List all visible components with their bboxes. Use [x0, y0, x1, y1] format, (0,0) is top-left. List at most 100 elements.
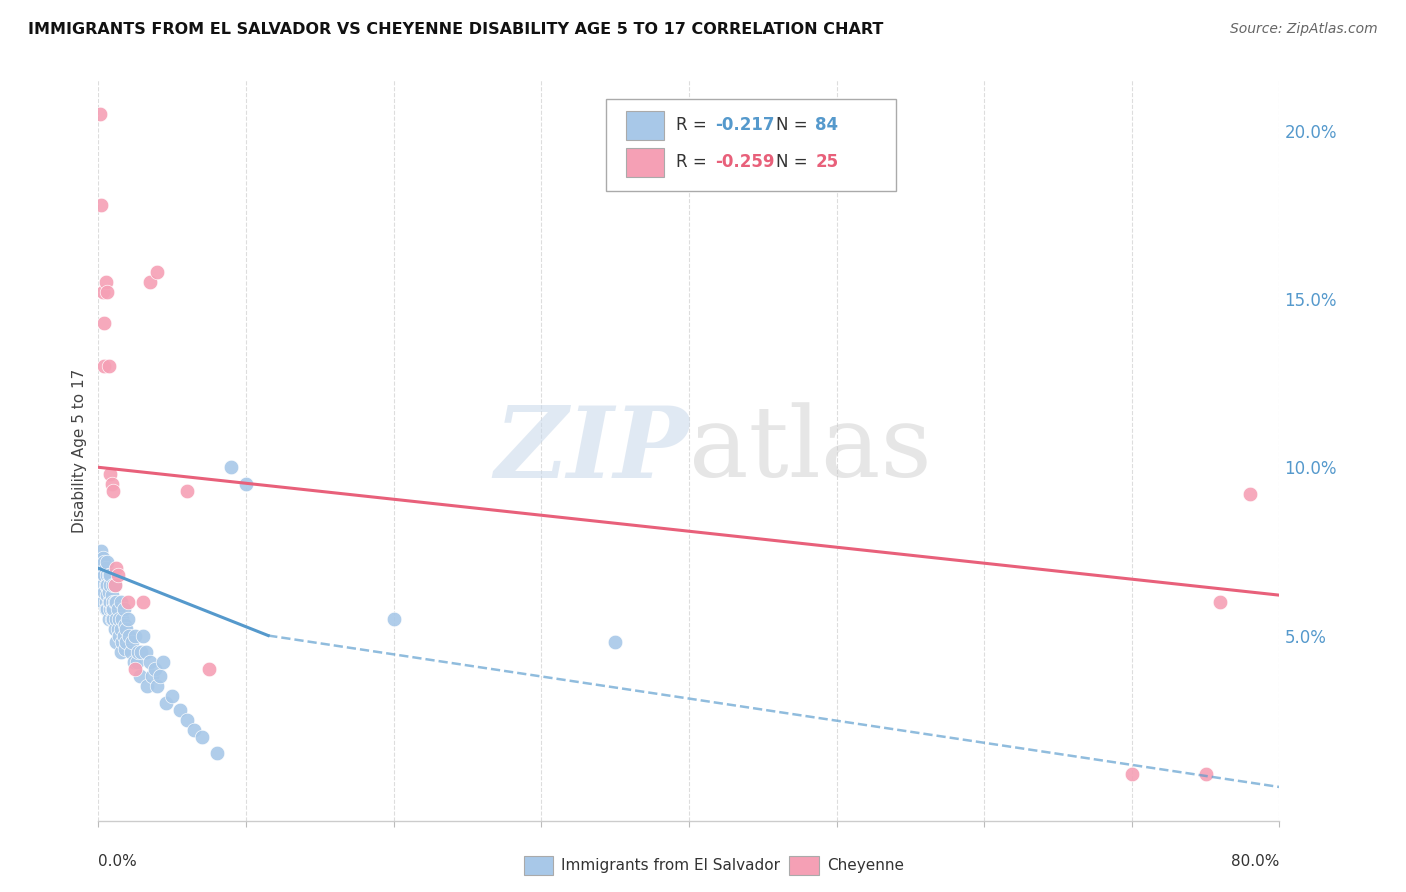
- Point: [112, 601, 135, 615]
- Point: [136, 679, 159, 693]
- Point: [382, 612, 405, 626]
- Text: IMMIGRANTS FROM EL SALVADOR VS CHEYENNE DISABILITY AGE 5 TO 17 CORRELATION CHART: IMMIGRANTS FROM EL SALVADOR VS CHEYENNE …: [28, 22, 883, 37]
- Text: -0.217: -0.217: [714, 117, 775, 135]
- Point: [94, 578, 117, 592]
- Text: R =: R =: [676, 153, 711, 171]
- Point: [103, 612, 125, 626]
- Point: [120, 645, 142, 659]
- Point: [90, 198, 112, 212]
- Point: [1209, 595, 1232, 609]
- Point: [118, 628, 141, 642]
- Point: [143, 662, 166, 676]
- Point: [94, 275, 117, 289]
- Text: ZIP: ZIP: [494, 402, 689, 499]
- Text: N =: N =: [776, 117, 813, 135]
- Point: [110, 622, 132, 636]
- Point: [112, 628, 135, 642]
- Point: [104, 595, 127, 609]
- Point: [198, 662, 221, 676]
- Point: [152, 656, 174, 670]
- FancyBboxPatch shape: [606, 99, 896, 191]
- Point: [162, 689, 183, 703]
- Point: [105, 612, 128, 626]
- Point: [98, 578, 121, 592]
- Point: [93, 554, 115, 569]
- Point: [146, 679, 169, 693]
- Point: [108, 628, 131, 642]
- Point: [105, 635, 128, 649]
- Text: R =: R =: [676, 117, 711, 135]
- Point: [97, 595, 120, 609]
- Point: [89, 107, 111, 121]
- Point: [111, 612, 134, 626]
- Point: [97, 568, 120, 582]
- Point: [1195, 766, 1218, 780]
- Point: [205, 747, 228, 761]
- Point: [89, 561, 111, 575]
- Point: [93, 584, 115, 599]
- Text: 25: 25: [815, 153, 838, 171]
- Point: [94, 601, 117, 615]
- Point: [98, 568, 121, 582]
- Point: [129, 645, 152, 659]
- Text: Immigrants from El Salvador: Immigrants from El Salvador: [561, 857, 780, 872]
- FancyBboxPatch shape: [523, 856, 553, 875]
- Point: [98, 595, 121, 609]
- FancyBboxPatch shape: [626, 148, 664, 177]
- Point: [128, 669, 150, 683]
- Point: [104, 578, 127, 592]
- Point: [183, 723, 205, 737]
- Point: [110, 645, 132, 659]
- Point: [91, 551, 114, 566]
- Point: [114, 618, 136, 632]
- Point: [1121, 766, 1143, 780]
- Point: [103, 483, 125, 498]
- Point: [132, 595, 155, 609]
- Point: [107, 601, 129, 615]
- Point: [146, 265, 169, 279]
- Text: 84: 84: [815, 117, 838, 135]
- Point: [141, 669, 163, 683]
- Point: [139, 275, 162, 289]
- Point: [100, 601, 122, 615]
- Point: [108, 612, 131, 626]
- Point: [107, 568, 129, 582]
- Point: [104, 622, 127, 636]
- Point: [115, 622, 138, 636]
- Point: [104, 578, 127, 592]
- Text: N =: N =: [776, 153, 813, 171]
- Point: [176, 483, 198, 498]
- Point: [90, 544, 112, 558]
- Text: 80.0%: 80.0%: [1232, 854, 1279, 869]
- Point: [100, 612, 122, 626]
- Point: [111, 635, 134, 649]
- Point: [124, 662, 146, 676]
- Point: [98, 467, 121, 481]
- Point: [124, 628, 146, 642]
- Point: [115, 635, 138, 649]
- Point: [135, 645, 157, 659]
- Point: [235, 477, 257, 491]
- Point: [97, 584, 120, 599]
- Point: [121, 635, 143, 649]
- Point: [94, 561, 117, 575]
- Point: [103, 578, 125, 592]
- Point: [122, 656, 145, 670]
- Point: [90, 568, 112, 582]
- Point: [155, 696, 177, 710]
- Point: [125, 656, 148, 670]
- Point: [94, 595, 117, 609]
- Point: [103, 601, 125, 615]
- Point: [96, 285, 118, 300]
- Point: [96, 578, 118, 592]
- Point: [139, 656, 162, 670]
- Point: [98, 601, 121, 615]
- Point: [100, 588, 122, 602]
- Point: [93, 359, 115, 374]
- Point: [97, 612, 120, 626]
- Text: Source: ZipAtlas.com: Source: ZipAtlas.com: [1230, 22, 1378, 37]
- Point: [93, 568, 115, 582]
- Point: [96, 554, 118, 569]
- Point: [96, 588, 118, 602]
- Point: [105, 595, 128, 609]
